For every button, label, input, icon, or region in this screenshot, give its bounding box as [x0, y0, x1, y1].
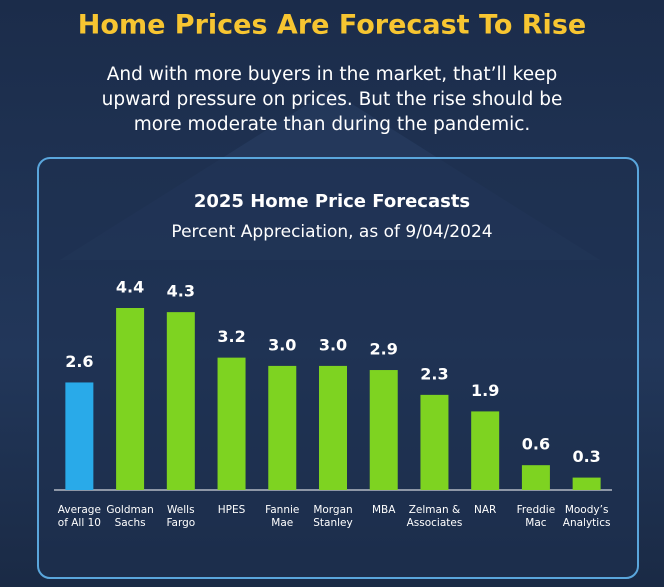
- bar: [369, 370, 398, 490]
- value-label: 4.4: [116, 278, 144, 297]
- value-label: 2.6: [65, 352, 93, 371]
- x-tick-label: Zelman & Associates: [407, 504, 463, 529]
- x-tick-label: Average of All 10: [58, 504, 101, 529]
- value-label: 3.0: [319, 335, 347, 354]
- bar: [116, 308, 145, 490]
- value-label: 0.3: [572, 447, 600, 466]
- x-tick-label: HPES: [218, 504, 246, 516]
- bar: [572, 477, 601, 490]
- value-label: 3.0: [268, 335, 296, 354]
- bar: [268, 365, 297, 490]
- page-subtitle: more moderate than during the pandemic.: [134, 114, 531, 135]
- bar: [471, 411, 500, 490]
- value-label: 3.2: [217, 327, 245, 346]
- bar: [319, 365, 347, 490]
- page-title: Home Prices Are Forecast To Rise: [78, 10, 586, 41]
- x-tick-label: Goldman Sachs: [106, 504, 153, 529]
- x-tick-label: MBA: [372, 504, 396, 516]
- value-label: 1.9: [471, 381, 499, 400]
- x-tick-label: Wells Fargo: [166, 504, 195, 529]
- value-label: 2.9: [370, 340, 398, 359]
- bar: [217, 357, 246, 490]
- chart-subtitle: Percent Appreciation, as of 9/04/2024: [171, 222, 492, 242]
- page-subtitle: And with more buyers in the market, that…: [107, 64, 557, 85]
- x-tick-label: Fannie Mae: [265, 504, 299, 529]
- value-label: 2.3: [420, 364, 448, 383]
- value-label: 4.3: [167, 282, 195, 301]
- x-tick-label: Morgan Stanley: [313, 504, 352, 529]
- bar: [521, 465, 550, 490]
- page-subtitle: upward pressure on prices. But the rise …: [102, 89, 563, 110]
- bar: [166, 312, 195, 490]
- value-label: 0.6: [522, 435, 550, 454]
- x-tick-label: Moody’s Analytics: [563, 504, 611, 529]
- bar: [420, 394, 449, 490]
- bar: [65, 382, 94, 490]
- x-tick-label: Freddie Mac: [517, 504, 556, 529]
- x-tick-label: NAR: [474, 504, 496, 516]
- chart-title: 2025 Home Price Forecasts: [194, 191, 470, 212]
